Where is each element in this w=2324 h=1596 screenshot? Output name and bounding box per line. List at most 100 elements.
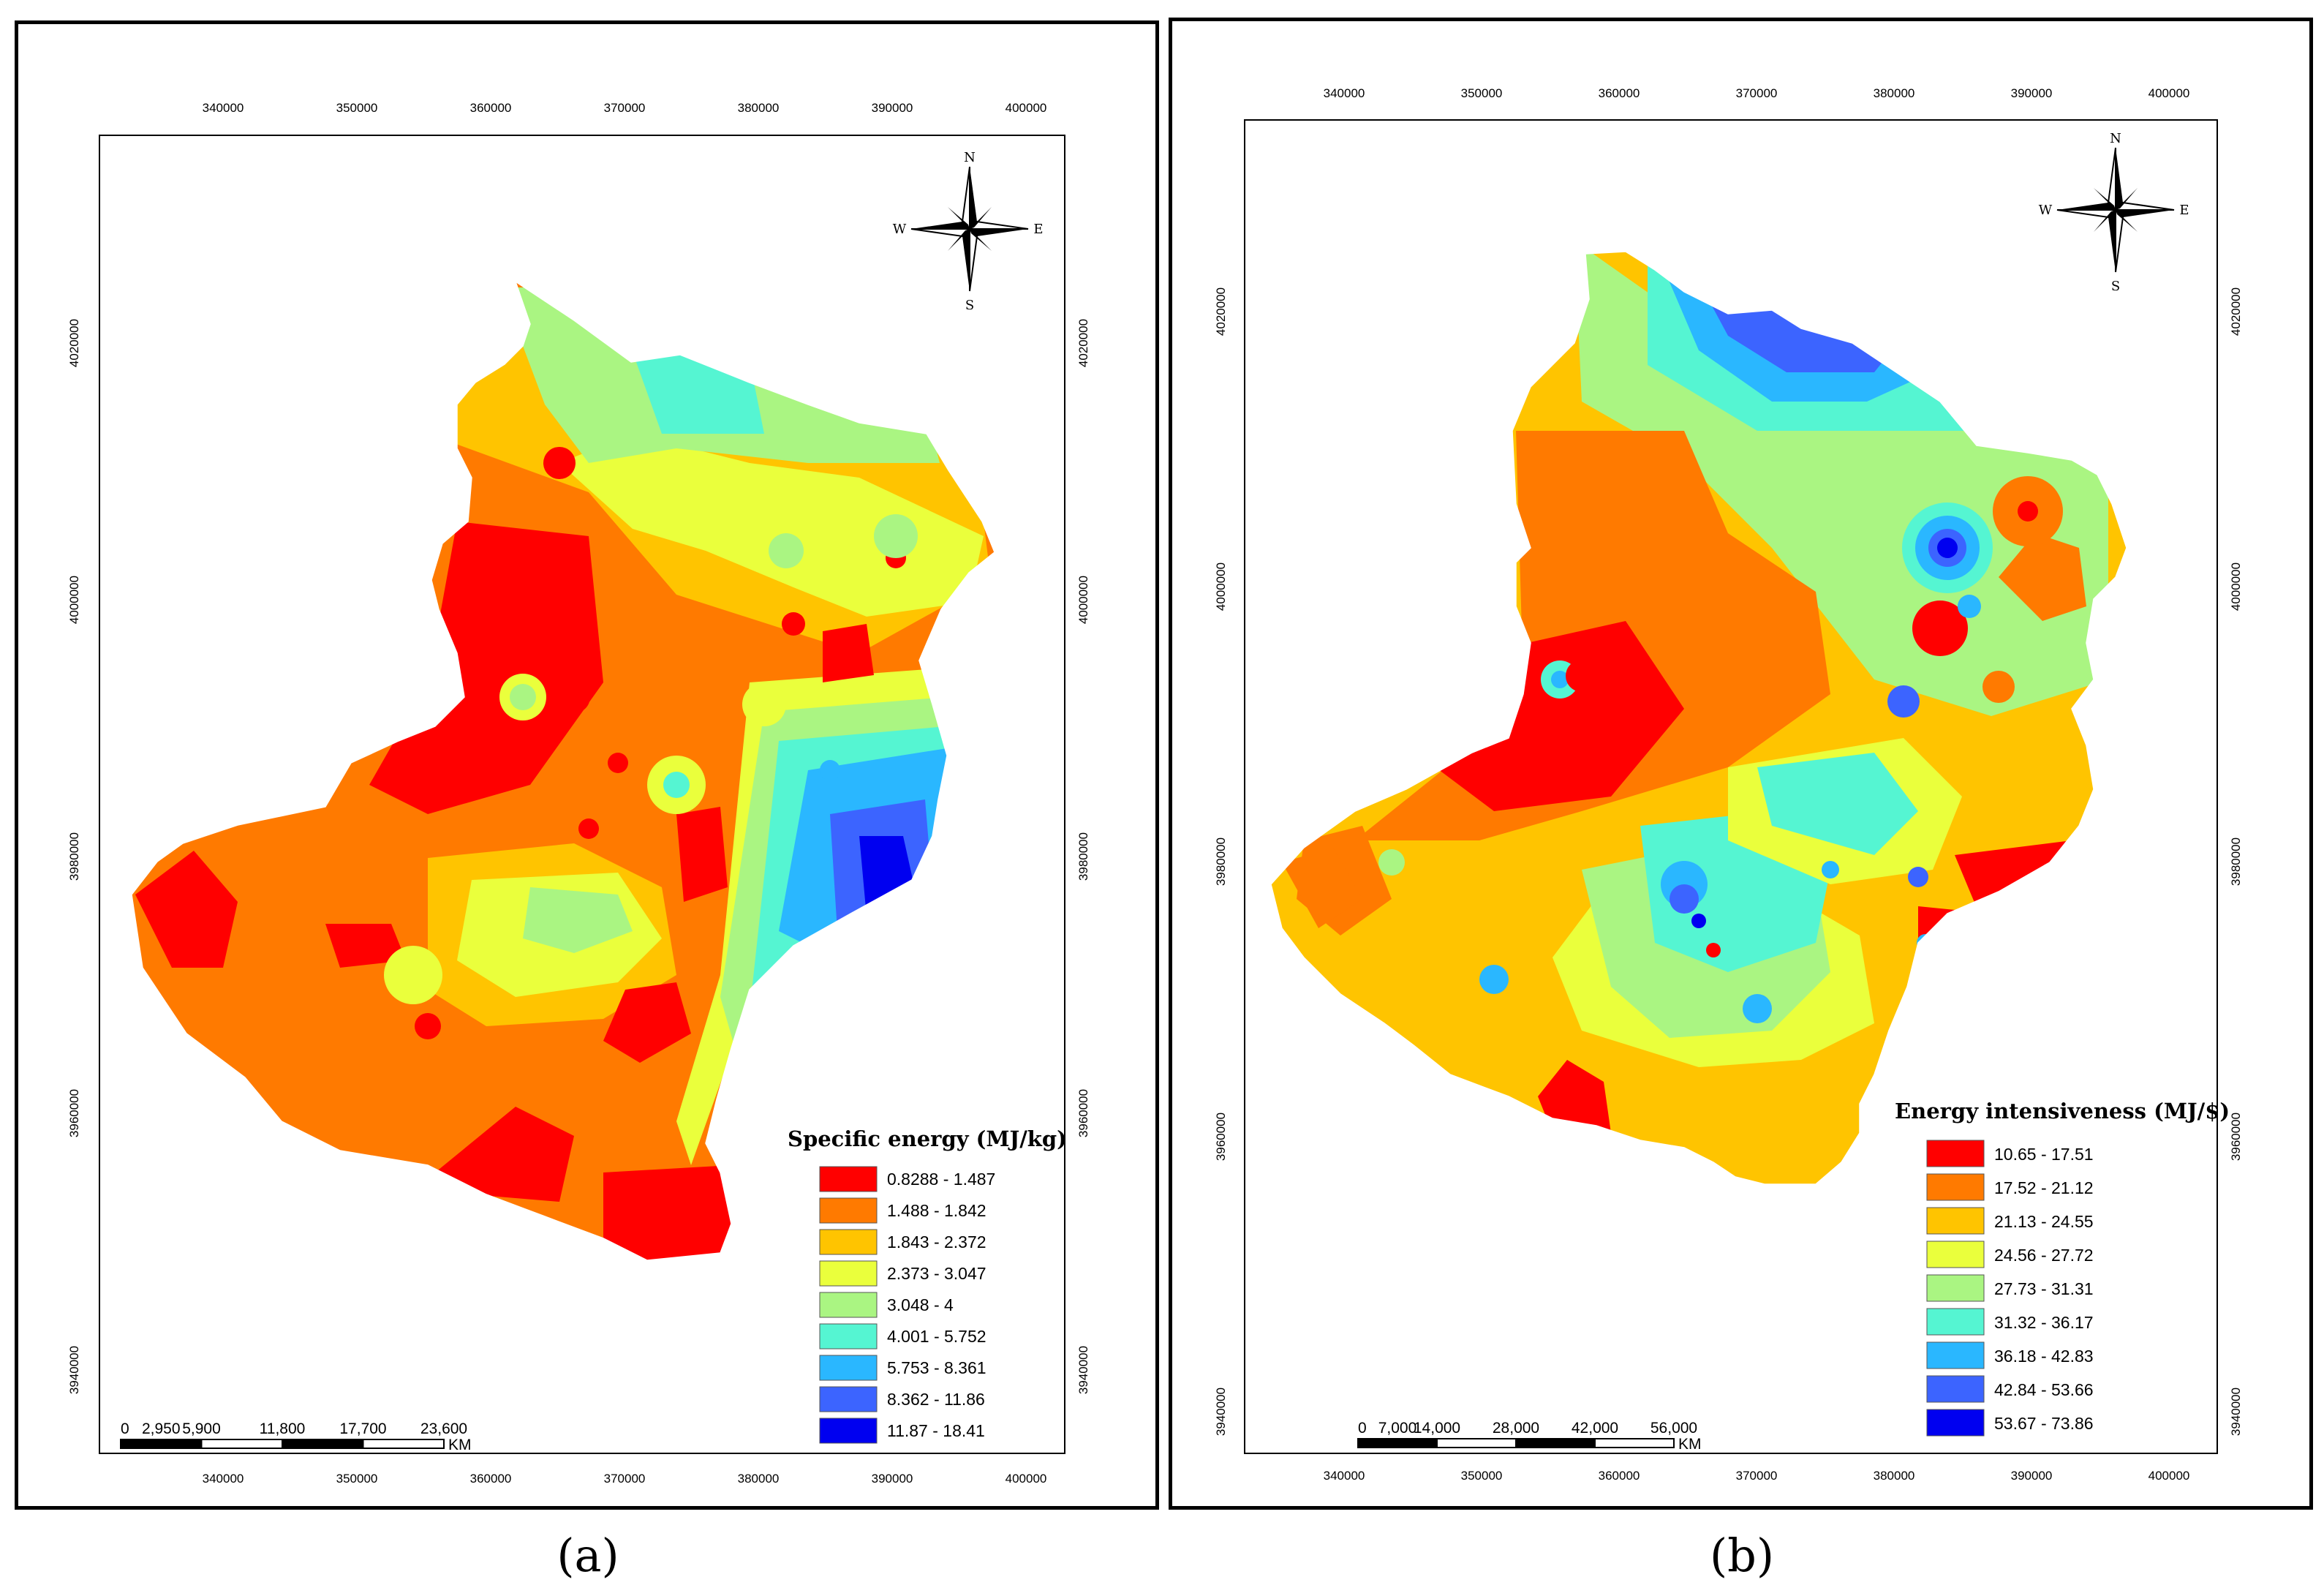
- compass-point-s: [2108, 210, 2116, 272]
- legend-swatch: [819, 1166, 878, 1192]
- compass-point-n: [970, 167, 977, 229]
- compass-point-w-half: [910, 228, 972, 238]
- legend-swatch: [1926, 1207, 1985, 1235]
- legend-swatch: [819, 1260, 878, 1287]
- scale-segment: [282, 1439, 364, 1449]
- legend-swatch: [1926, 1173, 1985, 1201]
- compass-label-w: W: [893, 222, 907, 237]
- compass-point-e-half: [967, 220, 1029, 230]
- legend-swatch: [1926, 1409, 1985, 1437]
- study-area-boundary: [131, 280, 995, 1261]
- caption-b: (b): [1709, 1529, 1775, 1582]
- legend-title: Energy intensiveness (MJ/$): [1895, 1099, 2230, 1123]
- legend-label: 3.048 - 4: [887, 1295, 954, 1314]
- legend-label: 42.84 - 53.66: [1994, 1380, 2094, 1399]
- x-tick-label: 380000: [738, 1472, 780, 1486]
- compass-label-n: N: [2110, 131, 2121, 146]
- legend-swatch: [819, 1197, 878, 1224]
- legend-swatch: [1926, 1308, 1985, 1336]
- legend-swatch: [819, 1355, 878, 1381]
- x-tick-label: 400000: [1006, 1472, 1047, 1486]
- compass-point-w-half: [2056, 209, 2118, 219]
- scale-segment: [362, 1439, 445, 1449]
- scale-segment: [1357, 1438, 1438, 1448]
- scale-segment: [200, 1439, 283, 1449]
- legend-label: 0.8288 - 1.487: [887, 1170, 995, 1189]
- legend-swatch: [1926, 1241, 1985, 1268]
- scale-unit: KM: [1678, 1436, 1702, 1453]
- legend-swatch: [1926, 1274, 1985, 1302]
- caption-a: (a): [557, 1529, 619, 1582]
- bottom-x-ticks: 340000 350000 360000 370000 380000 390000 4000…: [1324, 1469, 2190, 1483]
- x-tick-label: 380000: [738, 101, 780, 115]
- legend-swatch: [819, 1229, 878, 1255]
- scale-label: 14,000: [1414, 1420, 1460, 1437]
- legend-label: 21.13 - 24.55: [1994, 1212, 2094, 1231]
- scale-label: 23,600: [420, 1420, 467, 1437]
- y-tick-label: 3960000: [67, 1089, 81, 1137]
- legend-label: 4.001 - 5.752: [887, 1327, 986, 1346]
- compass-label-e: E: [1033, 222, 1043, 237]
- x-tick-label: 390000: [872, 101, 913, 115]
- x-tick-label: 370000: [604, 1472, 646, 1486]
- top-x-ticks: 340000 350000 360000 370000 380000 390000 4000…: [1324, 86, 2190, 100]
- y-tick-label: 4000000: [2229, 562, 2243, 611]
- scale-label: 0: [1358, 1420, 1367, 1437]
- scale-segment: [1436, 1438, 1517, 1448]
- legend-label: 53.67 - 73.86: [1994, 1414, 2094, 1433]
- legend-label: 27.73 - 31.31: [1994, 1279, 2094, 1298]
- compass-point-e-half: [2113, 201, 2175, 211]
- compass-point-ne: [970, 207, 992, 229]
- compass-point-nw: [948, 207, 970, 229]
- x-tick-label: 360000: [470, 1472, 512, 1486]
- x-tick-label: 350000: [1461, 1469, 1503, 1483]
- scale-label: 2,950: [142, 1420, 181, 1437]
- x-tick-label: 360000: [470, 101, 512, 115]
- map-frame: [1244, 119, 2218, 1454]
- legend-swatch: [1926, 1140, 1985, 1167]
- compass-label-w: W: [2039, 203, 2053, 218]
- legend: Energy intensiveness (MJ/$) 10.65 - 17.5…: [1895, 1099, 2230, 1437]
- legend-label: 11.87 - 18.41: [887, 1421, 985, 1440]
- right-y-ticks: 4020000 4000000 3980000 3960000 3940000: [1076, 319, 1090, 1394]
- legend-label: 1.843 - 2.372: [887, 1232, 986, 1251]
- study-area-boundary: [1270, 251, 2127, 1185]
- x-tick-label: 350000: [336, 1472, 378, 1486]
- scale-segment: [1594, 1438, 1675, 1448]
- compass-point-nw: [2094, 188, 2116, 210]
- y-tick-label: 3940000: [1214, 1388, 1228, 1436]
- scale-label: 11,800: [260, 1420, 306, 1437]
- legend-label: 17.52 - 21.12: [1994, 1178, 2094, 1197]
- compass-point-s-half: [969, 227, 978, 292]
- x-tick-label: 340000: [203, 1472, 244, 1486]
- scale-label: 5,900: [182, 1420, 221, 1437]
- left-y-ticks: 4020000 4000000 3980000 3960000 3940000: [67, 319, 81, 1394]
- compass-point-ne: [2116, 188, 2138, 210]
- y-tick-label: 4020000: [67, 319, 81, 367]
- y-tick-label: 4020000: [1076, 319, 1090, 367]
- specific-energy-map: 340000 350000 360000 370000 380000 390000 4000…: [67, 101, 1090, 1486]
- compass-point-sw: [948, 229, 970, 251]
- compass-label-e: E: [2179, 203, 2189, 218]
- compass-point-e: [970, 229, 1028, 236]
- north-arrow-icon: N S E W: [2039, 131, 2189, 294]
- x-tick-label: 370000: [1736, 86, 1778, 100]
- x-tick-label: 390000: [2011, 1469, 2053, 1483]
- legend-label: 1.488 - 1.842: [887, 1201, 986, 1220]
- compass-point-n: [2116, 148, 2123, 210]
- y-tick-label: 3980000: [1214, 837, 1228, 886]
- top-x-ticks: 340000 350000 360000 370000 380000 390000 4000…: [203, 101, 1047, 115]
- y-tick-label: 3960000: [1076, 1089, 1090, 1137]
- energy-intensiveness-map: 340000 350000 360000 370000 380000 390000 4000…: [1214, 86, 2243, 1483]
- north-arrow-icon: N S E W: [893, 150, 1044, 313]
- y-tick-label: 3980000: [2229, 837, 2243, 886]
- y-tick-label: 3980000: [1076, 832, 1090, 881]
- legend-swatch: [1926, 1375, 1985, 1403]
- legend-label: 8.362 - 11.86: [887, 1390, 985, 1409]
- legend-swatch: [1926, 1341, 1985, 1369]
- legend-swatch: [819, 1323, 878, 1350]
- compass-point-w: [911, 222, 970, 229]
- compass-point-w: [2057, 203, 2116, 210]
- compass-label-n: N: [964, 150, 976, 165]
